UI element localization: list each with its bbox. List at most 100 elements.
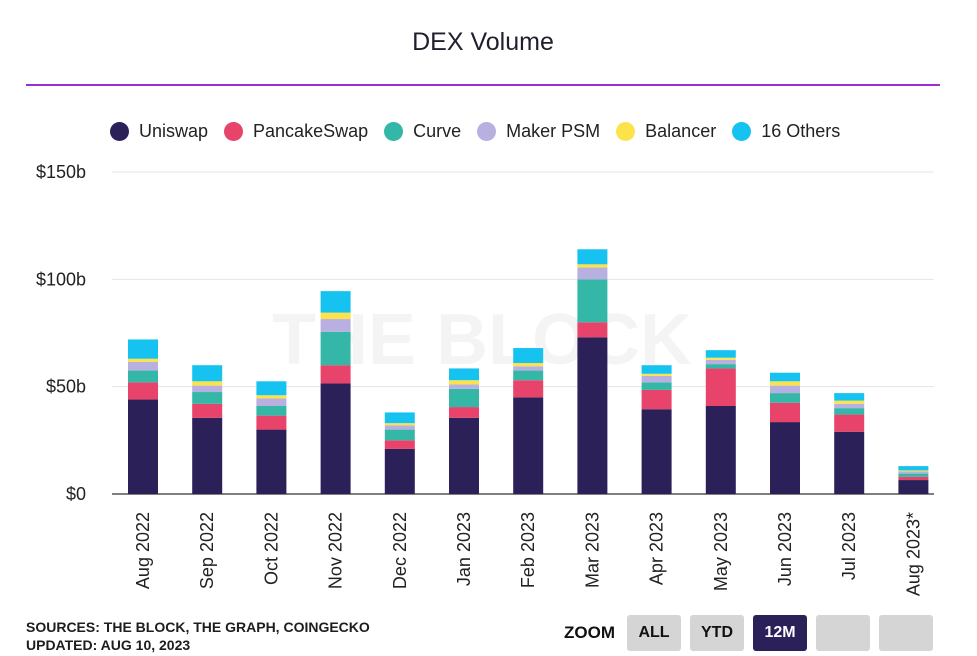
zoom-blank-button-2[interactable] — [879, 615, 933, 651]
title-divider — [26, 84, 940, 86]
bar-segment-curve — [128, 370, 158, 383]
legend-marker — [224, 121, 244, 141]
bar-segment-curve — [513, 370, 544, 381]
zoom-ytd-button[interactable]: YTD — [690, 615, 744, 651]
zoom-blank-button-1[interactable] — [816, 615, 870, 651]
bar-segment-16-others — [384, 412, 415, 424]
y-tick-label: $50b — [46, 377, 86, 397]
bar-segment-balancer — [770, 381, 800, 386]
y-tick-label: $150b — [36, 162, 86, 182]
bar-segment-pancakeswap — [384, 440, 415, 449]
bar-segment-uniswap — [577, 337, 608, 494]
bar-segment-curve — [192, 392, 223, 404]
legend-marker — [477, 121, 497, 141]
bars — [128, 249, 929, 494]
bar-segment-16-others — [320, 291, 351, 313]
bar-segment-maker-psm — [384, 425, 415, 430]
bar-segment-maker-psm — [320, 319, 351, 332]
zoom-all-button[interactable]: ALL — [627, 615, 681, 651]
bar-segment-pancakeswap — [128, 382, 158, 400]
bar-segment-balancer — [449, 380, 479, 385]
x-tick-label: Aug 2022 — [133, 512, 153, 589]
bar-segment-balancer — [705, 357, 736, 360]
legend-marker — [616, 121, 636, 141]
bar-segment-balancer — [128, 358, 158, 362]
bar-segment-balancer — [192, 381, 223, 386]
bar-segment-balancer — [898, 470, 929, 472]
bar-segment-pancakeswap — [577, 322, 608, 338]
bar-segment-maker-psm — [128, 361, 158, 371]
x-axis-labels: Aug 2022 Sep 2022 Oct 2022 Nov 2022 Dec 2022… — [133, 512, 923, 596]
bar-segment-16-others — [834, 393, 865, 401]
x-tick-label: Mar 2023 — [582, 512, 602, 588]
x-tick-label: Jan 2023 — [454, 512, 474, 586]
updated-text: UPDATED: AUG 10, 2023 — [26, 637, 191, 653]
bar-segment-16-others — [513, 348, 544, 364]
zoom-controls: ZOOM ALL YTD 12M — [564, 614, 942, 652]
bar-segment-maker-psm — [449, 384, 479, 389]
bar-segment-balancer — [834, 400, 865, 404]
chart-title: DEX Volume — [412, 28, 554, 56]
legend-item-3[interactable]: Maker PSM — [477, 121, 600, 142]
x-tick-label: Dec 2022 — [390, 512, 410, 589]
footer-sources: SOURCES: THE BLOCK, THE GRAPH, COINGECKO… — [26, 618, 370, 654]
bar-segment-balancer — [256, 395, 287, 399]
x-tick-label: Nov 2022 — [326, 512, 346, 589]
legend-item-4[interactable]: Balancer — [616, 121, 716, 142]
bar-segment-pancakeswap — [256, 415, 287, 430]
bar-segment-curve — [320, 331, 351, 366]
bar-segment-16-others — [770, 372, 800, 382]
bar-segment-uniswap — [449, 417, 479, 494]
bar-segment-uniswap — [128, 399, 158, 494]
bar-segment-uniswap — [256, 429, 287, 494]
legend-item-5[interactable]: 16 Others — [732, 121, 840, 142]
zoom-12m-button[interactable]: 12M — [753, 615, 807, 651]
bar-segment-maker-psm — [641, 375, 672, 383]
legend-label: PancakeSwap — [253, 120, 369, 141]
legend-item-0[interactable]: Uniswap — [110, 121, 208, 142]
legend-marker — [732, 121, 752, 141]
bar-segment-balancer — [513, 363, 544, 367]
bar-segment-uniswap — [384, 448, 415, 494]
bar-segment-16-others — [577, 249, 608, 265]
bar-segment-maker-psm — [770, 385, 800, 394]
bar-segment-curve — [641, 382, 672, 390]
legend-label: 16 Others — [761, 120, 841, 141]
legend-marker — [110, 121, 129, 141]
legend-label: Balancer — [645, 120, 717, 141]
y-tick-label: $0 — [66, 484, 86, 504]
bar-segment-maker-psm — [577, 267, 608, 280]
legend-marker — [384, 121, 404, 141]
x-tick-label: Oct 2022 — [261, 512, 281, 585]
bar-segment-uniswap — [192, 417, 223, 494]
bar-segment-16-others — [449, 368, 479, 381]
legend: Uniswap PancakeSwap Curve Maker PSM Balancer… — [110, 119, 856, 143]
bar-segment-uniswap — [770, 422, 800, 494]
bar-segment-curve — [449, 388, 479, 408]
bar-segment-uniswap — [320, 383, 351, 494]
bar-segment-maker-psm — [898, 471, 929, 474]
bar-segment-maker-psm — [705, 359, 736, 365]
bar-segment-pancakeswap — [641, 389, 672, 410]
bar-segment-16-others — [898, 466, 929, 471]
bar-segment-curve — [256, 405, 287, 416]
legend-item-1[interactable]: PancakeSwap — [224, 121, 368, 142]
legend-label: Curve — [413, 120, 462, 141]
bar-segment-16-others — [705, 350, 736, 358]
dex-volume-chart: THE BLOCK $0$50b$100b$150b Aug 2022 Sep 2… — [36, 162, 934, 596]
bar-segment-pancakeswap — [705, 368, 736, 406]
bar-segment-16-others — [128, 339, 158, 359]
zoom-label: ZOOM — [564, 623, 615, 642]
x-tick-label: Apr 2023 — [647, 512, 667, 585]
legend-item-2[interactable]: Curve — [384, 121, 461, 142]
bar-segment-uniswap — [705, 405, 736, 494]
bar-segment-pancakeswap — [898, 476, 929, 481]
bar-segment-pancakeswap — [770, 402, 800, 423]
bar-segment-maker-psm — [513, 366, 544, 371]
bar-segment-pancakeswap — [192, 403, 223, 418]
x-tick-label: Aug 2023* — [903, 512, 923, 596]
bar-segment-uniswap — [834, 431, 865, 494]
bar-segment-16-others — [256, 381, 287, 396]
y-tick-label: $100b — [36, 269, 86, 289]
x-tick-label: Jun 2023 — [775, 512, 795, 586]
